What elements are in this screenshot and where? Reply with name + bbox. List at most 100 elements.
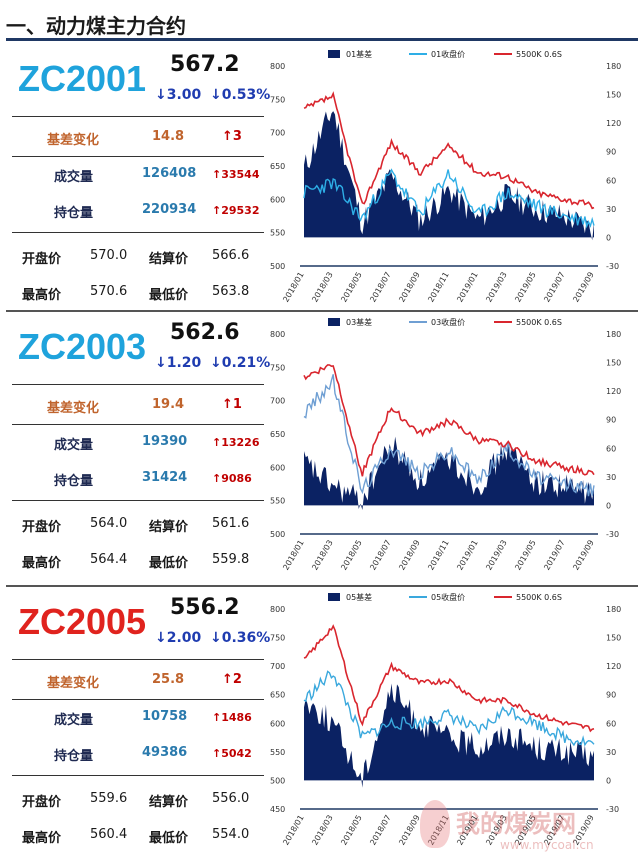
panel-separator [6,310,638,312]
y-tick-label-right: 0 [606,776,611,785]
y-tick-label-left: 600 [270,195,285,204]
row-rule [12,659,264,660]
contract-code: ZC2005 [18,601,147,642]
y-tick-label-right: 60 [606,176,616,185]
y-tick-label-right: 120 [606,387,621,396]
y-tick-label-left: 750 [270,634,285,643]
row-rule [12,116,264,117]
y-tick-label-right: 30 [606,205,616,214]
volume-label: 成交量 [54,713,94,728]
x-tick-label: 2019/07 [542,271,566,304]
legend-label: 01基差 [346,49,372,59]
basis-value: 19.4 [152,397,185,412]
settle-value: 561.6 [212,516,250,531]
legend-label: 5500K 0.6S [516,593,562,602]
y-tick-label-left: 750 [270,95,285,104]
x-tick-label: 2019/09 [571,539,595,572]
row-rule [12,699,264,700]
y-tick-label-right: 180 [606,330,621,339]
high-label: 最高价 [22,831,62,846]
x-tick-label: 2019/01 [455,539,479,572]
volume-label: 成交量 [54,170,94,185]
close-price-line [303,670,595,747]
y-tick-label-right: 90 [606,691,616,700]
open-interest-row: 持仓量 49386 ↑5042 [12,737,264,780]
y-tick-label-left: 600 [270,719,285,728]
open-interest-value: 49386 [142,745,188,760]
legend-label: 5500K 0.6S [516,50,562,59]
x-tick-label: 2018/03 [310,539,334,572]
volume-label: 成交量 [54,438,94,453]
x-tick-label: 2019/05 [513,271,537,304]
high-low-row: 最高价 570.6 最低价 563.8 [12,276,264,319]
high-label: 最高价 [22,288,62,303]
volume-value: 10758 [142,709,188,724]
y-tick-label-left: 800 [270,605,285,614]
open-interest-change: ↑29532 [212,204,260,217]
legend-swatch [328,593,340,601]
x-tick-label: 2018/07 [368,271,392,304]
y-tick-label-right: 180 [606,605,621,614]
y-tick-label-left: 500 [270,262,285,271]
spot-price-line [303,364,595,477]
chart-svg: 03基差 03收盘价 5500K 0.6S500550600650700750800… [270,317,621,572]
price-change: ↓2.00 [155,630,202,646]
y-tick-label-right: -30 [606,805,619,814]
y-tick-label-right: 0 [606,501,611,510]
high-low-row: 最高价 564.4 最低价 559.8 [12,544,264,587]
x-tick-label: 2019/07 [542,539,566,572]
y-tick-label-right: -30 [606,262,619,271]
header-rule [6,38,638,41]
x-tick-label: 2019/05 [513,539,537,572]
low-label: 最低价 [149,288,189,303]
contract-code: ZC2003 [18,326,147,367]
open-value: 564.0 [90,516,128,531]
open-interest-label: 持仓量 [54,749,94,764]
legend-label: 5500K 0.6S [516,318,562,327]
legend-label: 03收盘价 [431,317,465,327]
basis-change: ↑3 [222,129,242,144]
legend-swatch [328,318,340,326]
legend-label: 05基差 [346,592,372,602]
x-tick-label: 2018/09 [397,814,421,847]
basis-change: ↑1 [222,397,242,412]
price-change-pct: ↓0.21% [210,355,271,371]
last-price: 567.2 [170,52,240,77]
low-label: 最低价 [149,556,189,571]
y-tick-label-left: 700 [270,662,285,671]
volume-row: 成交量 19390 ↑13226 [12,426,264,469]
legend-label: 05收盘价 [431,592,465,602]
legend-swatch [328,50,340,58]
open-settle-row: 开盘价 570.0 结算价 566.6 [12,240,264,283]
x-tick-label: 2018/01 [281,539,305,572]
chart-legend: 05基差 05收盘价 5500K 0.6S [328,592,562,602]
open-interest-row: 持仓量 220934 ↑29532 [12,194,264,237]
y-tick-label-right: 90 [606,148,616,157]
contract-panel: ZC2003 562.6 ↓1.20 ↓0.21% 基差变化 19.4 ↑1 成… [0,312,644,582]
open-label: 开盘价 [22,252,62,267]
low-value: 559.8 [212,552,250,567]
open-label: 开盘价 [22,520,62,535]
y-tick-label-right: 90 [606,416,616,425]
x-tick-label: 2018/09 [397,539,421,572]
y-tick-label-right: 30 [606,473,616,482]
y-tick-label-left: 750 [270,363,285,372]
y-tick-label-left: 700 [270,397,285,406]
y-tick-label-left: 450 [270,805,285,814]
basis-label: 基差变化 [47,133,100,148]
settle-label: 结算价 [149,520,189,535]
open-value: 570.0 [90,248,128,263]
y-tick-label-left: 800 [270,62,285,71]
y-tick-label-right: 120 [606,119,621,128]
low-value: 554.0 [212,827,250,842]
open-value: 559.6 [90,791,128,806]
row-rule [12,384,264,385]
y-tick-label-right: 150 [606,359,621,368]
spot-price-line [303,624,595,733]
volume-value: 126408 [142,166,197,181]
y-tick-label-right: 150 [606,634,621,643]
legend-label: 01收盘价 [431,49,465,59]
x-tick-label: 2018/07 [368,539,392,572]
row-rule [12,775,264,776]
x-tick-label: 2018/05 [339,814,363,847]
